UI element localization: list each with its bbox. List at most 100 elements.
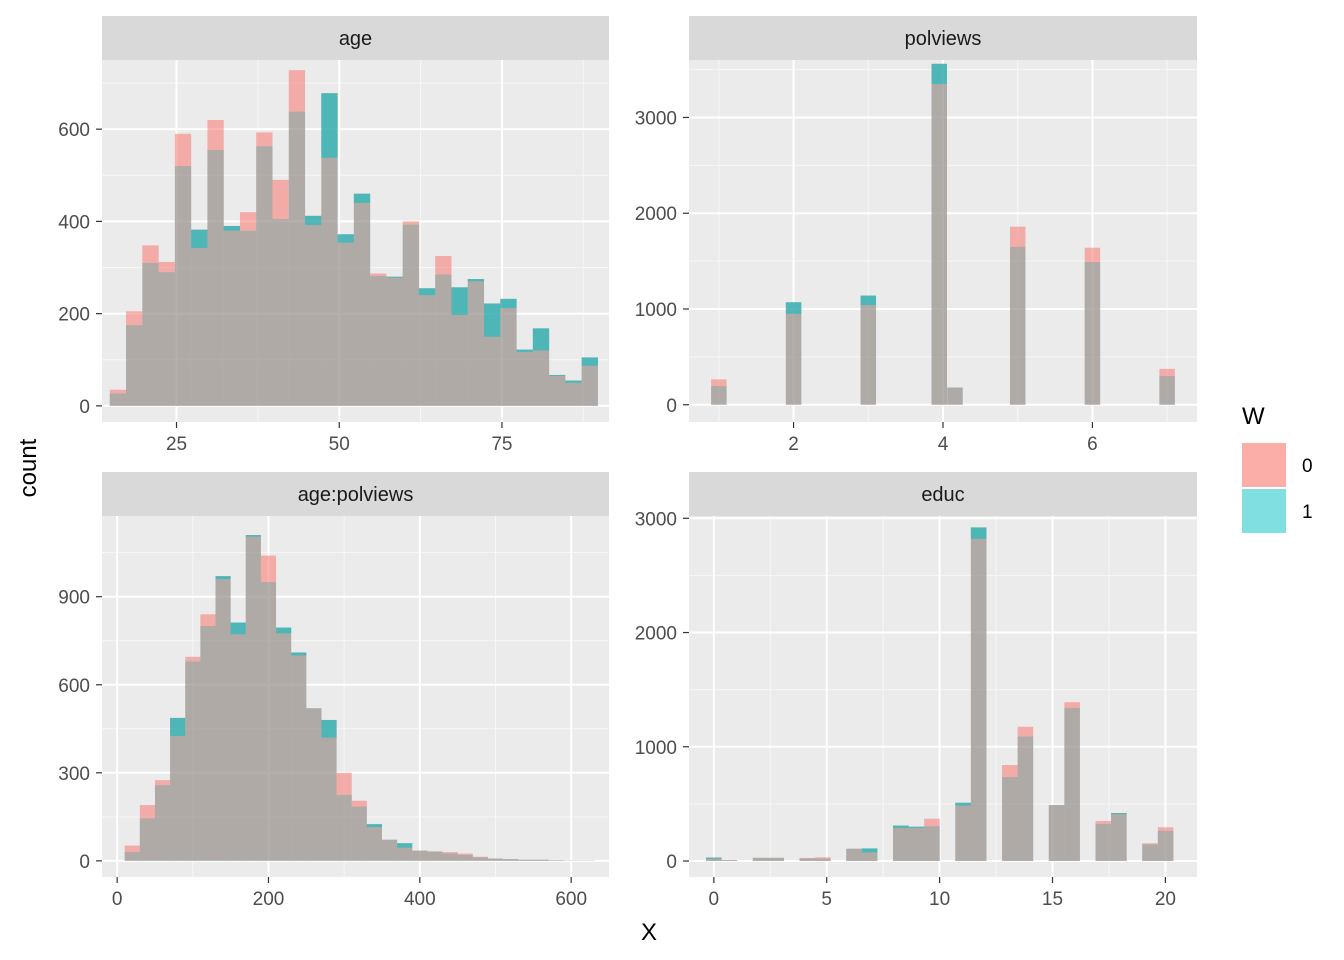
bar-w0-overlap (565, 380, 582, 406)
bar-w1 (1064, 707, 1080, 862)
bar-w1-excess (386, 276, 403, 278)
bar-w1 (860, 295, 877, 405)
bar-w1-excess (245, 535, 261, 537)
bar-w0-overlap (706, 857, 722, 862)
bar-w1 (230, 622, 246, 861)
bar-w1 (256, 146, 273, 406)
bar-w0 (239, 212, 257, 231)
legend-key-1 (1242, 489, 1286, 533)
bar-w1 (721, 860, 738, 862)
bar-w1 (1111, 813, 1127, 862)
facet-strip-label: polviews (905, 28, 982, 50)
bar-w1 (337, 234, 354, 406)
x-tick-label: 10 (929, 889, 950, 910)
bar-w1 (1157, 830, 1174, 862)
bar-w1 (955, 802, 971, 862)
bar-w1-excess (908, 826, 925, 828)
y-tick-label: 0 (666, 852, 677, 873)
facet-strip (102, 16, 609, 60)
y-tick-label: 300 (58, 764, 90, 785)
bar-w1-excess (516, 349, 533, 352)
bar-w1 (305, 215, 322, 406)
bar-w1-excess (215, 576, 231, 580)
legend-key-0 (1242, 443, 1286, 487)
bar-w1-excess (955, 802, 971, 806)
bar-w1 (815, 858, 831, 862)
bar-w0-overlap (305, 215, 322, 406)
bar-w0-overlap (799, 858, 816, 862)
bar-w0-overlap (846, 848, 862, 862)
bar-w1 (245, 535, 261, 861)
bar-w0 (1157, 827, 1174, 831)
bar-w0-overlap (435, 274, 452, 406)
bar-w0-overlap (457, 854, 473, 861)
bar-w0-overlap (337, 234, 354, 406)
bar-w0 (815, 857, 831, 859)
bar-w1 (442, 853, 458, 861)
bar-w1 (785, 302, 802, 405)
bar-w1-excess (291, 652, 307, 656)
bar-w0 (351, 800, 367, 807)
bar-w0-overlap (321, 719, 337, 861)
bar-w1 (970, 527, 987, 862)
x-tick-label: 75 (491, 434, 512, 455)
bar-w1 (288, 111, 306, 406)
bar-w0-overlap (500, 298, 517, 406)
bar-w0 (124, 845, 140, 853)
x-tick-label: 0 (112, 889, 123, 910)
bar-w0-overlap (351, 806, 367, 861)
bar-w1 (768, 857, 784, 862)
bar-w1 (1009, 246, 1026, 405)
bar-w1-excess (418, 288, 436, 296)
bar-w0 (174, 133, 192, 167)
bar-w1 (291, 652, 307, 861)
legend-label-1: 1 (1302, 502, 1313, 523)
x-tick-label: 50 (329, 434, 350, 455)
bar-w1 (158, 272, 175, 406)
bar-w1 (1017, 736, 1034, 862)
bar-w0-overlap (142, 262, 159, 406)
y-tick-label: 0 (79, 852, 90, 873)
bar-w0-overlap (185, 661, 201, 861)
bar-w1 (272, 219, 289, 406)
bar-w0 (200, 614, 216, 627)
bar-w1 (170, 717, 186, 861)
bar-w1 (799, 858, 816, 862)
bar-w0 (472, 856, 488, 858)
bar-w1 (321, 93, 338, 406)
bar-w1 (924, 826, 940, 862)
y-tick-label: 600 (58, 120, 90, 141)
bar-w0-overlap (1084, 262, 1101, 405)
bar-w1 (142, 262, 159, 406)
bar-w0-overlap (200, 626, 216, 861)
bar-w0-overlap (581, 357, 598, 406)
bar-w0-overlap (321, 93, 338, 406)
bar-w1 (548, 860, 564, 861)
bar-w0 (288, 70, 306, 112)
facet-strip-label: age (339, 28, 372, 50)
bar-w1 (908, 826, 925, 862)
bar-w0-overlap (442, 853, 458, 861)
bar-w0-overlap (174, 166, 192, 406)
bar-w0-overlap (451, 287, 468, 406)
bar-w0-overlap (516, 349, 533, 406)
bar-w0 (799, 857, 816, 859)
bar-w0 (457, 853, 473, 855)
facet-panel-4: educ 0 5 10 15 20 0 1000 2000 3000 (635, 472, 1197, 910)
bar-w0 (1159, 368, 1175, 377)
x-tick-label: 400 (404, 889, 436, 910)
bar-w0 (109, 389, 127, 394)
bar-w0-overlap (860, 295, 877, 405)
bar-w1 (487, 858, 504, 861)
bar-w1 (451, 287, 468, 406)
bar-w1 (711, 386, 727, 405)
bar-w0-overlap (503, 859, 519, 861)
bar-w1 (126, 325, 143, 406)
bar-w0-overlap (472, 857, 488, 861)
bar-w0 (402, 221, 419, 225)
bar-w1 (353, 193, 371, 406)
bar-w1 (239, 230, 257, 406)
bar-w1 (1048, 805, 1065, 862)
bar-w0 (924, 818, 940, 827)
